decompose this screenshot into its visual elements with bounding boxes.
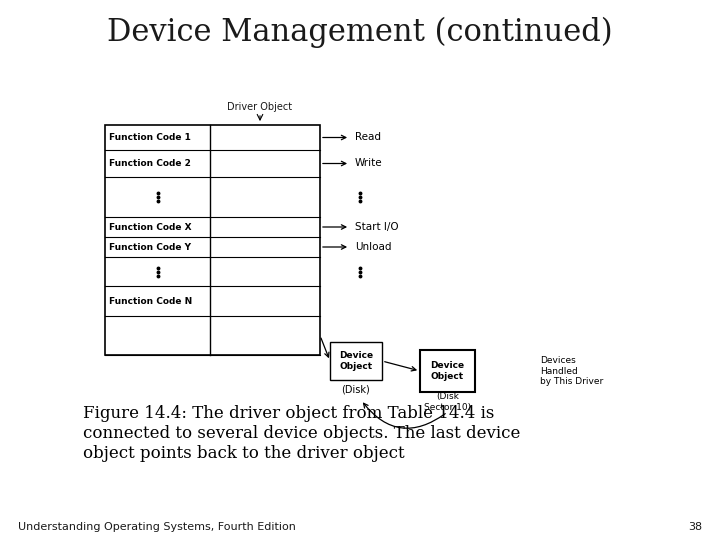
Text: Read: Read	[355, 132, 381, 143]
Text: Device
Object: Device Object	[339, 352, 373, 370]
Text: Function Code X: Function Code X	[109, 222, 192, 232]
Bar	[420, 350, 475, 392]
Text: 38: 38	[688, 522, 702, 532]
Text: Function Code 1: Function Code 1	[109, 133, 191, 142]
Text: (Disk): (Disk)	[341, 384, 370, 394]
Text: Understanding Operating Systems, Fourth Edition: Understanding Operating Systems, Fourth …	[18, 522, 296, 532]
Text: object points back to the driver object: object points back to the driver object	[83, 445, 405, 462]
Text: Function Code N: Function Code N	[109, 296, 192, 306]
Text: Devices
Handled
by This Driver: Devices Handled by This Driver	[540, 356, 603, 386]
Text: (Disk
Sector 10): (Disk Sector 10)	[424, 392, 471, 411]
Text: Write: Write	[355, 159, 382, 168]
Text: Function Code 2: Function Code 2	[109, 159, 191, 168]
Text: Device Management (continued): Device Management (continued)	[107, 16, 613, 48]
Text: connected to several device objects. The last device: connected to several device objects. The…	[83, 425, 521, 442]
Text: Unload: Unload	[355, 242, 392, 252]
Bar	[330, 342, 382, 380]
Text: Device
Object: Device Object	[431, 361, 464, 381]
Text: Driver Object: Driver Object	[228, 102, 292, 112]
Text: Start I/O: Start I/O	[355, 222, 399, 232]
Bar	[105, 125, 320, 355]
Text: Figure 14.4: The driver object from Table 14.4 is: Figure 14.4: The driver object from Tabl…	[83, 405, 495, 422]
Text: Function Code Y: Function Code Y	[109, 242, 191, 252]
